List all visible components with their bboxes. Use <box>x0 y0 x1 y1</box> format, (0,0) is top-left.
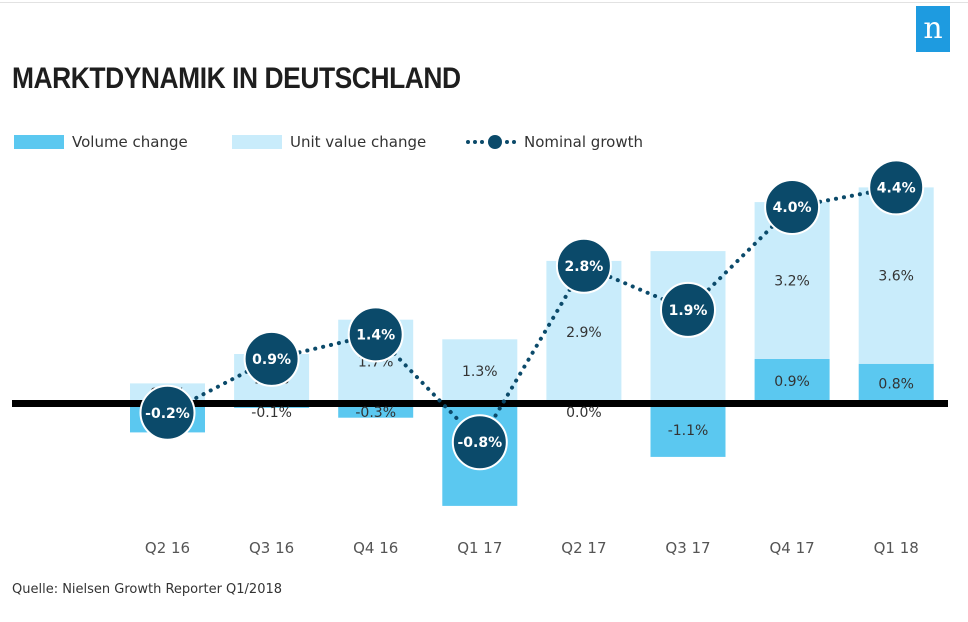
data-label-unit-value-7: 3.6% <box>878 269 914 285</box>
nominal-growth-line <box>165 185 899 446</box>
nominal-growth-label-5: 1.9% <box>669 303 708 319</box>
nominal-growth-point-5 <box>660 281 716 338</box>
nominal-growth-label-3: -0.8% <box>457 435 502 451</box>
zero-baseline <box>12 400 948 407</box>
nominal-growth-label-2: 1.4% <box>356 327 395 343</box>
bar-unit-value-3 <box>442 339 518 403</box>
data-label-volume-4: 0.0% <box>566 405 602 421</box>
nominal-growth-point-1 <box>243 330 300 387</box>
legend-swatch-unit-value <box>232 135 282 149</box>
legend-label-volume: Volume change <box>72 133 188 151</box>
x-tick-label-7: Q1 18 <box>874 539 919 557</box>
legend-item-unit-value: Unit value change <box>232 130 426 154</box>
nominal-growth-point-3 <box>451 414 508 471</box>
chart-legend: Volume change Unit value change Nominal … <box>14 130 714 154</box>
nominal-growth-point-6 <box>764 179 821 235</box>
top-divider <box>0 2 968 3</box>
data-label-unit-value-4: 2.9% <box>566 325 602 341</box>
bar-unit-value-7 <box>858 187 934 364</box>
x-tick-label-0: Q2 16 <box>145 539 190 557</box>
data-label-unit-value-6: 3.2% <box>774 274 810 290</box>
data-label-volume-7: 0.8% <box>878 376 914 392</box>
legend-item-volume: Volume change <box>14 130 188 154</box>
nielsen-logo: n <box>916 6 950 52</box>
x-tick-label-1: Q3 16 <box>249 539 294 557</box>
page-title: MARKTDYNAMIK IN DEUTSCHLAND <box>12 62 461 95</box>
data-label-volume-6: 0.9% <box>774 374 810 390</box>
data-label-volume-2: -0.3% <box>355 405 396 421</box>
nominal-growth-point-4 <box>555 237 612 294</box>
data-label-volume-5: -1.1% <box>668 423 709 439</box>
nominal-growth-label-0: -0.2% <box>145 406 190 422</box>
x-tick-label-4: Q2 17 <box>561 539 606 557</box>
bar-volume-5 <box>650 403 726 457</box>
data-label-volume-1: -0.1% <box>251 405 292 421</box>
data-label-unit-value-3: 1.3% <box>462 364 498 380</box>
legend-item-nominal-growth: Nominal growth <box>466 130 643 154</box>
nominal-growth-label-1: 0.9% <box>252 352 291 368</box>
logo-letter: n <box>923 11 943 46</box>
bar-volume-7 <box>858 363 934 403</box>
x-tick-label-3: Q1 17 <box>457 539 502 557</box>
nominal-growth-label-4: 2.8% <box>564 259 603 275</box>
legend-swatch-nominal-growth <box>466 135 516 149</box>
x-tick-label-6: Q4 17 <box>769 539 814 557</box>
nominal-growth-point-0 <box>139 384 196 441</box>
legend-label-nominal-growth: Nominal growth <box>524 133 644 151</box>
source-note: Quelle: Nielsen Growth Reporter Q1/2018 <box>12 582 283 597</box>
nominal-growth-label-6: 4.0% <box>773 200 812 216</box>
legend-label-unit-value: Unit value change <box>290 133 427 151</box>
nominal-growth-label-7: 4.4% <box>877 180 916 196</box>
legend-swatch-volume <box>14 135 64 149</box>
nominal-growth-point-7 <box>868 159 925 216</box>
bar-volume-6 <box>754 358 830 403</box>
x-tick-label-5: Q3 17 <box>665 539 710 557</box>
x-tick-label-2: Q4 16 <box>353 539 398 557</box>
nominal-growth-point-2 <box>347 306 404 363</box>
